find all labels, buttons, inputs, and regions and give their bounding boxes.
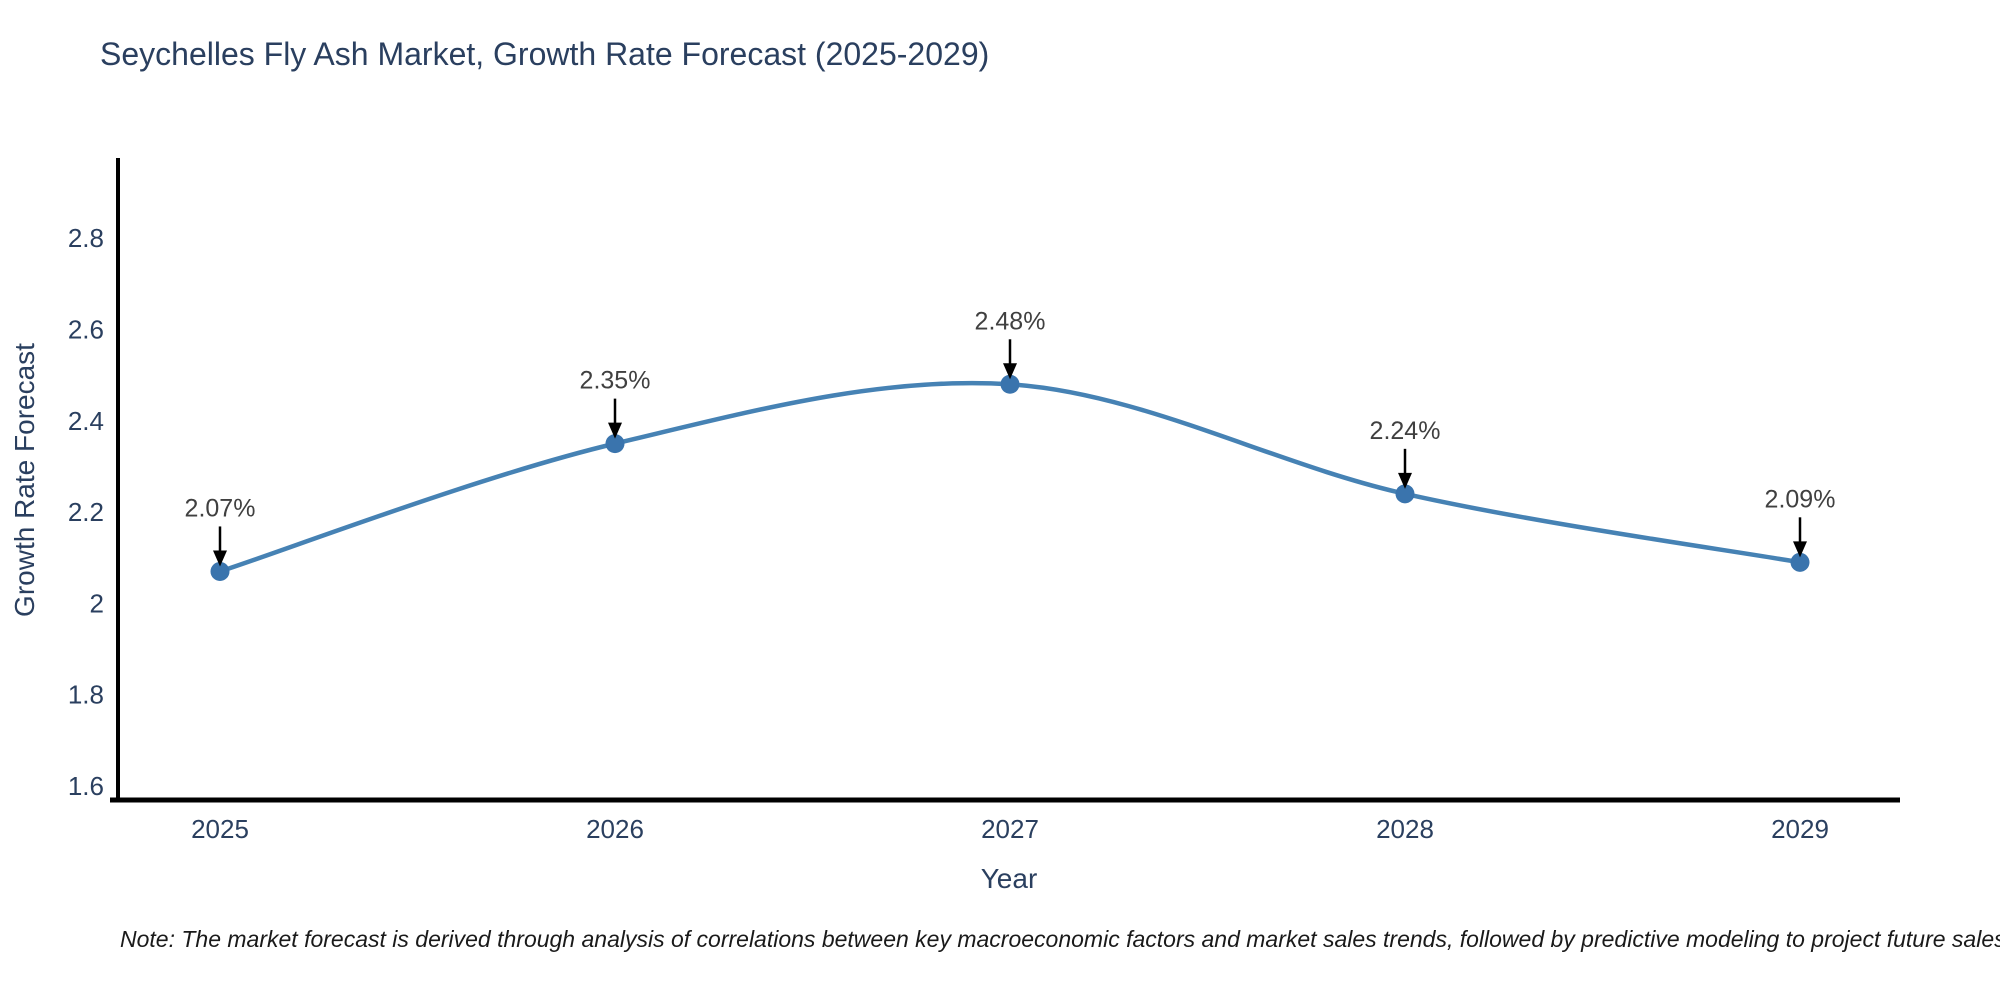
annotation-arrowhead: [608, 422, 622, 439]
data-point-label: 2.35%: [580, 367, 651, 395]
x-tick-label: 2028: [1376, 814, 1434, 844]
x-tick-label: 2026: [586, 814, 644, 844]
data-point: [1000, 374, 1020, 394]
x-axis-title: Year: [981, 863, 1038, 894]
x-tick-label: 2025: [191, 814, 249, 844]
data-point: [210, 561, 230, 581]
y-axis-title: Growth Rate Forecast: [9, 343, 40, 617]
forecast-line: [219, 380, 1801, 574]
annotation-arrowhead: [1793, 541, 1807, 558]
y-tick-label: 2: [90, 588, 104, 618]
y-tick-label: 1.8: [68, 680, 104, 710]
data-point-label: 2.07%: [185, 494, 256, 522]
data-point: [1395, 484, 1415, 504]
chart-title: Seychelles Fly Ash Market, Growth Rate F…: [100, 36, 990, 72]
data-point: [605, 434, 625, 454]
x-tick-label: 2029: [1771, 814, 1829, 844]
y-tick-label: 2.8: [68, 223, 104, 253]
annotation-arrowhead: [1398, 472, 1412, 489]
y-tick-label: 2.4: [68, 406, 104, 436]
data-point-label: 2.09%: [1765, 485, 1836, 513]
y-tick-label: 2.2: [68, 497, 104, 527]
footnote: Note: The market forecast is derived thr…: [120, 926, 2000, 952]
annotation-arrowhead: [1003, 363, 1017, 380]
y-tick-label: 2.6: [68, 315, 104, 345]
data-point: [1790, 552, 1810, 572]
y-tick-label: 1.6: [68, 771, 104, 801]
data-point-label: 2.48%: [975, 307, 1046, 335]
annotation-arrowhead: [213, 550, 227, 567]
data-point-label: 2.24%: [1370, 417, 1441, 445]
x-tick-label: 2027: [981, 814, 1039, 844]
